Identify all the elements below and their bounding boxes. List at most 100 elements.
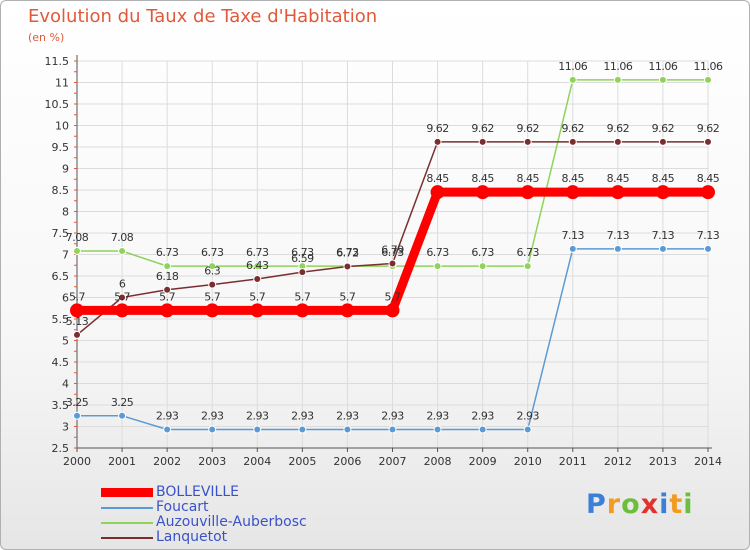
data-label: 6.73: [246, 246, 269, 259]
x-tick-label: 2010: [514, 455, 542, 468]
x-tick-label: 2004: [243, 455, 271, 468]
y-tick-label: 6: [62, 292, 69, 305]
logo-letter: i: [659, 489, 670, 520]
data-label: 2.93: [516, 410, 539, 423]
data-label: 5.7: [249, 290, 265, 303]
data-point: [613, 244, 622, 253]
data-label: 6.3: [204, 265, 220, 278]
data-point: [658, 137, 667, 146]
data-label: 5.13: [66, 315, 89, 328]
data-point: [253, 425, 262, 434]
data-labels: 7.08 7.08 6.73 6.73 6.73 6.73 6.73 6.73 6.73 6.73…: [66, 60, 724, 259]
logo-letter: o: [621, 489, 641, 520]
data-label: 9.62: [471, 122, 494, 135]
data-label: 6.73: [381, 246, 404, 259]
data-point: [70, 303, 84, 318]
data-point: [433, 262, 442, 271]
data-label: 8.45: [471, 172, 494, 185]
y-tick-label: 4.5: [52, 356, 70, 369]
data-point: [523, 137, 532, 146]
legend-label: Auzouville-Auberbosc: [156, 514, 307, 530]
data-label: 8.45: [516, 172, 539, 185]
x-tick-label: 2001: [108, 455, 136, 468]
logo-letter: x: [640, 489, 660, 520]
data-label: 9.62: [697, 122, 720, 135]
data-point: [704, 137, 712, 146]
data-label: 6.79: [381, 244, 404, 257]
x-tick-label: 2008: [424, 455, 452, 468]
data-point: [433, 137, 442, 146]
y-unit-label: (en %): [28, 31, 65, 44]
data-point: [208, 262, 217, 271]
data-point: [115, 303, 130, 318]
data-label: 8.45: [607, 172, 630, 185]
data-label: 8.45: [562, 172, 585, 185]
data-labels: 3.25 3.25 2.93 2.93 2.93 2.93 2.93 2.93 2.93 2.93…: [66, 229, 720, 423]
data-label: 3.25: [66, 396, 89, 409]
data-label: 6.73: [471, 246, 494, 259]
data-label: 6: [119, 278, 126, 291]
data-label: 2.93: [291, 410, 314, 423]
legend-item: Auzouville-Auberbosc: [101, 515, 307, 530]
data-labels: 5.13 6 6.18 6.3 6.43 6.59 6.72 6.79 9.62 9.62 9.62…: [66, 122, 720, 328]
data-point: [478, 425, 487, 434]
x-tick-label: 2005: [288, 455, 316, 468]
legend-swatch: [101, 506, 153, 509]
data-label: 5.7: [204, 290, 220, 303]
data-point: [704, 244, 712, 253]
data-label: 2.93: [471, 410, 494, 423]
data-label: 7.08: [66, 231, 89, 244]
y-tick-label: 9.5: [52, 141, 70, 154]
data-point: [73, 411, 81, 420]
data-label: 5.7: [339, 290, 355, 303]
data-label: 9.62: [426, 122, 449, 135]
data-label: 3.25: [111, 396, 134, 409]
chart-title: Evolution du Taux de Taxe d'Habitation: [28, 6, 378, 27]
data-point: [160, 303, 175, 318]
data-point: [163, 425, 172, 434]
data-point: [568, 244, 577, 253]
data-label: 8.45: [652, 172, 675, 185]
y-tick-label: 6.5: [52, 270, 70, 283]
data-label: 2.93: [426, 410, 449, 423]
logo-letter: P: [586, 489, 607, 520]
data-label: 9.62: [562, 122, 585, 135]
y-tick-label: 8.5: [52, 184, 70, 197]
y-tick-label: 7.5: [52, 227, 70, 240]
data-point: [704, 75, 712, 84]
data-point: [430, 185, 445, 200]
legend-label: BOLLEVILLE: [156, 484, 239, 500]
data-labels: 5.7 5.7 5.7 5.7 5.7 5.7 5.7 5.7 8.45 8.45 8.45 8.45…: [69, 172, 720, 303]
logo-letter: i: [683, 489, 694, 520]
legend-swatch: [101, 488, 153, 497]
data-point: [163, 262, 172, 271]
y-tick-label: 8: [62, 206, 69, 219]
data-label: 11.06: [694, 60, 723, 73]
legend-swatch: [101, 521, 153, 524]
data-label: 7.08: [111, 231, 134, 244]
logo-letter: t: [669, 489, 684, 520]
y-tick-label: 9: [62, 163, 69, 176]
data-label: 6.73: [201, 246, 224, 259]
x-tick-label: 2014: [694, 455, 722, 468]
y-tick-label: 11: [55, 77, 69, 90]
data-label: 9.62: [652, 122, 675, 135]
data-label: 6.43: [246, 259, 269, 272]
data-point: [523, 262, 532, 271]
data-point: [388, 259, 397, 268]
data-point: [658, 244, 667, 253]
legend-item: BOLLEVILLE: [101, 485, 307, 500]
data-point: [478, 262, 487, 271]
data-point: [250, 303, 265, 318]
data-label: 7.13: [652, 229, 675, 242]
data-point: [343, 262, 352, 271]
y-tick-label: 2.5: [52, 442, 70, 455]
legend: BOLLEVILLE Foucart Auzouville-Auberbosc Lan…: [101, 485, 307, 545]
data-point: [613, 137, 622, 146]
y-tick-label: 3: [62, 421, 69, 434]
data-label: 9.62: [607, 122, 630, 135]
data-label: 7.13: [562, 229, 585, 242]
y-tick-label: 5: [62, 335, 69, 348]
